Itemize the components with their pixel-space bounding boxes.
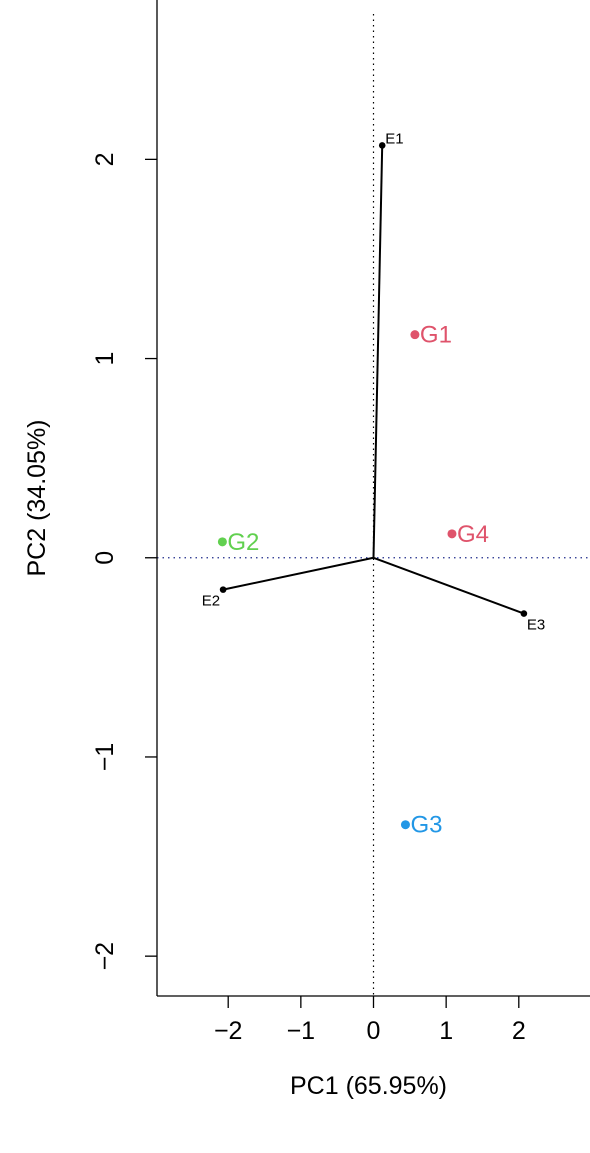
y-tick-label: −1	[91, 743, 119, 772]
environment-label-e3: E3	[527, 617, 545, 634]
environment-label-e1: E1	[385, 130, 403, 147]
x-tick-label: 2	[512, 1017, 526, 1045]
axes: −2 −1 0 1 2 −2 −1 0 1 2	[91, 0, 590, 1045]
x-tick-label: 0	[367, 1017, 381, 1045]
genotype-point-g1	[410, 330, 420, 340]
x-axis-title: PC1 (65.95%)	[290, 1072, 447, 1100]
environment-label-e2: E2	[202, 593, 220, 610]
genotype-label-g2: G2	[227, 529, 259, 556]
environment-vector-e2	[222, 556, 374, 591]
environment-point-e3	[520, 610, 528, 617]
x-tick-label: −1	[287, 1017, 316, 1045]
environment-point-e1	[378, 142, 386, 149]
environment-vectors: E1 E2 E3	[202, 130, 545, 633]
y-tick-label: 1	[91, 352, 119, 366]
genotype-point-g3	[400, 820, 410, 830]
environment-vector-e1	[372, 145, 384, 558]
environment-vector-e3	[373, 556, 525, 615]
x-tick-label: −2	[214, 1017, 243, 1045]
y-tick-label: 0	[91, 551, 119, 565]
genotype-label-g1: G1	[420, 322, 452, 349]
environment-point-e2	[219, 586, 227, 593]
y-axis-title: PC2 (34.05%)	[23, 419, 51, 576]
data-points: G1 G2 G3 G4	[217, 322, 489, 839]
reference-lines	[157, 14, 590, 996]
y-tick-label: 2	[91, 152, 119, 166]
y-tick-label: −2	[91, 942, 119, 971]
genotype-label-g3: G3	[410, 812, 442, 839]
genotype-label-g4: G4	[457, 521, 489, 548]
genotype-point-g4	[447, 529, 457, 539]
genotype-point-g2	[217, 537, 227, 547]
x-tick-label: 1	[439, 1017, 453, 1045]
